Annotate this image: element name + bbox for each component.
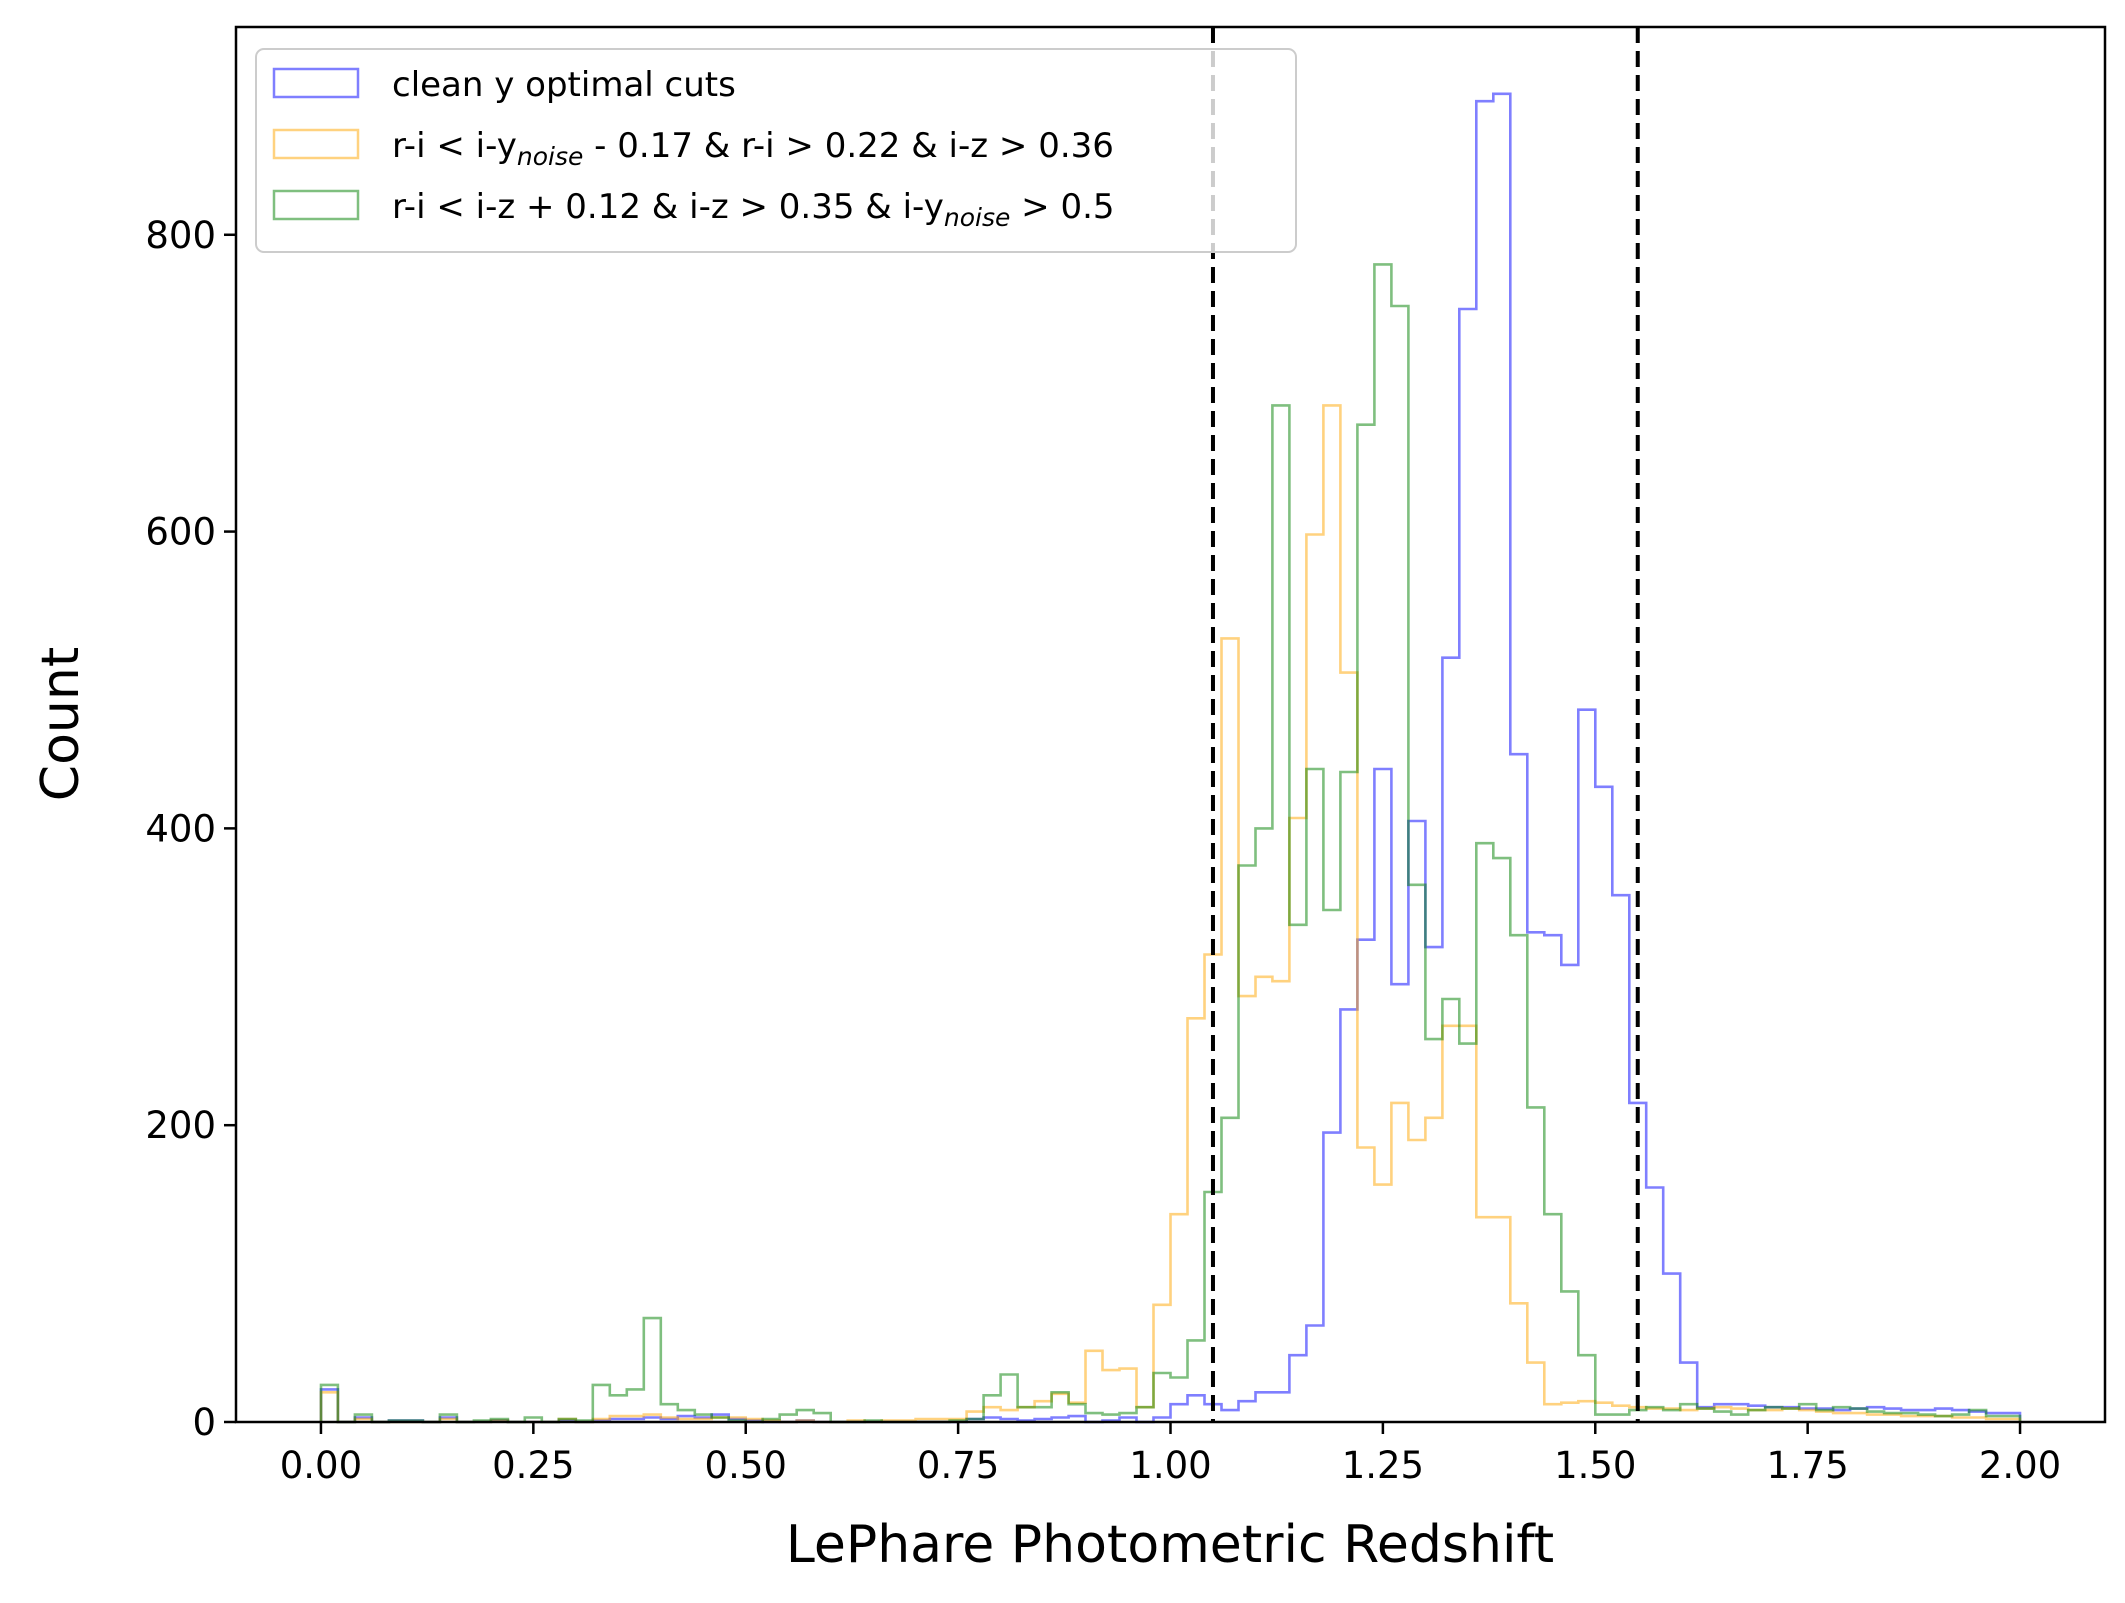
histogram-series-2	[319, 263, 2022, 1424]
legend-label-green-cut: r-i < i-z + 0.12 & i-z > 0.35 & i-ynoise…	[392, 187, 1115, 232]
x-tick-label: 0.75	[917, 1444, 999, 1487]
y-tick-label: 400	[145, 807, 216, 850]
y-tick-label: 800	[145, 214, 216, 257]
y-tick-label: 0	[192, 1401, 216, 1444]
legend-swatch-green-cut	[272, 189, 360, 221]
x-axis-ticks: 0.00 0.25 0.50 0.75 1.00 1.25 1.50 1.75 2.00	[280, 1422, 2061, 1487]
legend-swatch-clean-y	[272, 67, 360, 99]
x-tick-label: 1.75	[1766, 1444, 1848, 1487]
y-tick-label: 200	[145, 1104, 216, 1147]
y-axis-label: Count	[31, 647, 91, 801]
series-layer	[319, 92, 2022, 1424]
legend-swatch-orange-cut	[272, 128, 360, 160]
y-tick-label: 600	[145, 511, 216, 554]
x-tick-label: 0.00	[280, 1444, 362, 1487]
x-tick-label: 1.25	[1342, 1444, 1424, 1487]
x-axis-label: LePhare Photometric Redshift	[786, 1515, 1554, 1575]
legend-box	[255, 48, 1297, 253]
x-tick-label: 0.50	[705, 1444, 787, 1487]
x-tick-label: 1.50	[1554, 1444, 1636, 1487]
vline-layer	[1210, 27, 1640, 1422]
x-tick-label: 2.00	[1979, 1444, 2061, 1487]
y-axis-ticks: 0 200 400 600 800	[145, 214, 236, 1444]
legend: clean y optimal cuts r-i < i-ynoise - 0.…	[255, 48, 1297, 253]
x-tick-label: 1.00	[1129, 1444, 1211, 1487]
plot-background	[236, 27, 2105, 1422]
legend-label-clean-y: clean y optimal cuts	[392, 65, 736, 105]
x-tick-label: 0.25	[492, 1444, 574, 1487]
legend-label-orange-cut: r-i < i-ynoise - 0.17 & r-i > 0.22 & i-z…	[392, 126, 1114, 171]
